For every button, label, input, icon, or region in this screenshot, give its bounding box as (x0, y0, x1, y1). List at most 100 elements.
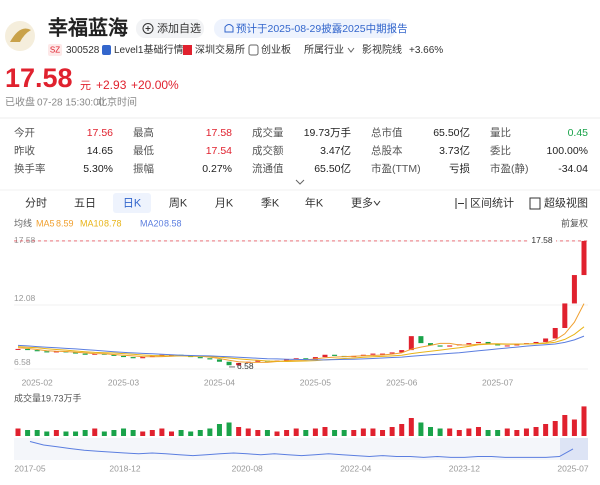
volume-bar (466, 428, 472, 436)
stat-label: 最高 (133, 126, 154, 139)
volume-bar (25, 430, 31, 436)
stat-label: 换手率 (14, 162, 46, 175)
legend-name: MA10 (80, 218, 104, 228)
tab[interactable]: 五日 (74, 197, 96, 209)
level-text: Level1基础行情 (114, 43, 183, 56)
notice-text[interactable]: 预计于2025-08-29披露2025中期报告 (236, 22, 408, 35)
industry-name: 影视院线 (362, 43, 402, 56)
volume-bar (447, 428, 453, 436)
candle-body (25, 348, 31, 351)
stat-label: 市盈(静) (490, 162, 529, 175)
volume-bar (216, 424, 222, 436)
volume-bar (274, 431, 280, 436)
tab[interactable]: 日K (123, 197, 142, 209)
volume-bar (485, 430, 491, 436)
candle-body (399, 350, 405, 353)
volume-bar (418, 422, 424, 436)
legend-value: 8.78 (104, 218, 122, 228)
volume-bar (82, 430, 88, 436)
volume-bar (34, 430, 40, 436)
tab[interactable]: 更多 (351, 195, 373, 209)
tab[interactable]: 周K (169, 196, 188, 209)
legend-value: 8.59 (56, 218, 74, 228)
candle-body (428, 343, 434, 346)
price-change-pct: +20.00% (131, 78, 179, 92)
stat-label: 昨收 (14, 144, 35, 157)
tool-button[interactable]: 超级视图 (544, 195, 588, 209)
overview-window[interactable] (560, 438, 588, 460)
volume-bar (15, 428, 21, 436)
notice-banner[interactable] (214, 19, 396, 38)
adjust-mode[interactable]: 前复权 (561, 217, 588, 228)
candle-body (312, 357, 318, 360)
tab[interactable]: 分时 (25, 196, 47, 209)
candle-body (408, 336, 414, 351)
candle-body (255, 360, 261, 362)
volume-bar (332, 430, 338, 436)
ma-line (17, 335, 585, 361)
volume-bar (284, 430, 290, 436)
volume-bar (562, 415, 568, 436)
volume-bar (130, 430, 136, 436)
volume-bar (293, 428, 299, 436)
more-icon (373, 200, 381, 206)
stat-value: 亏损 (449, 162, 470, 175)
add-watch-label[interactable]: 添加自选 (157, 21, 201, 35)
candle-body (475, 341, 481, 344)
stat-label: 成交量 (252, 126, 284, 139)
tool-button[interactable]: 区间统计 (470, 196, 514, 209)
logo-mark (10, 28, 31, 42)
volume-bar (523, 428, 529, 436)
volume-bar (121, 428, 127, 436)
candle-body (73, 352, 79, 354)
tab[interactable]: 季K (261, 196, 280, 209)
volume-bar (495, 430, 501, 436)
volume-bar (149, 430, 155, 436)
expand-icon[interactable] (295, 179, 305, 185)
overview-label: 2025-07 (557, 463, 588, 473)
overview-bg (14, 438, 588, 460)
timezone: 北京时间 (97, 96, 137, 109)
industry-change: +3.66% (409, 45, 443, 56)
candle-body (140, 357, 146, 359)
candle-body (111, 354, 117, 356)
candle-body (130, 357, 136, 359)
candle-body (466, 343, 472, 345)
legend-value: 8.58 (164, 218, 182, 228)
stat-value: 17.58 (206, 127, 232, 139)
stat-value: 17.54 (206, 145, 232, 157)
volume-title: 成交量19.73万手 (14, 392, 82, 403)
stat-value: 3.73亿 (439, 144, 470, 157)
tab-selected[interactable] (113, 193, 151, 213)
stat-value: -34.04 (558, 163, 588, 175)
overview-label: 2022-04 (340, 463, 371, 473)
stat-label: 市盈(TTM) (371, 162, 421, 175)
add-watch-button[interactable] (136, 19, 204, 38)
volume-bar (226, 422, 232, 436)
volume-bar (53, 430, 59, 436)
candle-body (15, 348, 21, 350)
volume-bar (370, 428, 376, 436)
candle-body (226, 361, 232, 366)
industry-label: 所属行业 (304, 43, 344, 56)
candle-body (293, 358, 299, 360)
candle-body (322, 354, 328, 358)
candle-body (207, 358, 213, 360)
y-tick-label: 17.58 (14, 235, 36, 245)
stat-label: 总市值 (371, 126, 403, 139)
volume-bar (255, 430, 261, 436)
volume-bar (303, 430, 309, 436)
exchange-flag (183, 45, 192, 55)
ma-title: 均线 (14, 217, 32, 228)
stat-value: 65.50亿 (314, 162, 351, 175)
volume-bar (533, 427, 539, 436)
tab[interactable]: 月K (215, 197, 234, 209)
legend-name: MA20 (140, 218, 164, 228)
candle-body (332, 354, 338, 356)
overview-label: 2017-05 (14, 463, 45, 473)
stat-value: 0.45 (568, 127, 589, 139)
market-tag (48, 44, 62, 56)
x-tick-label: 2025-02 (22, 377, 53, 387)
tab[interactable]: 年K (305, 195, 324, 209)
